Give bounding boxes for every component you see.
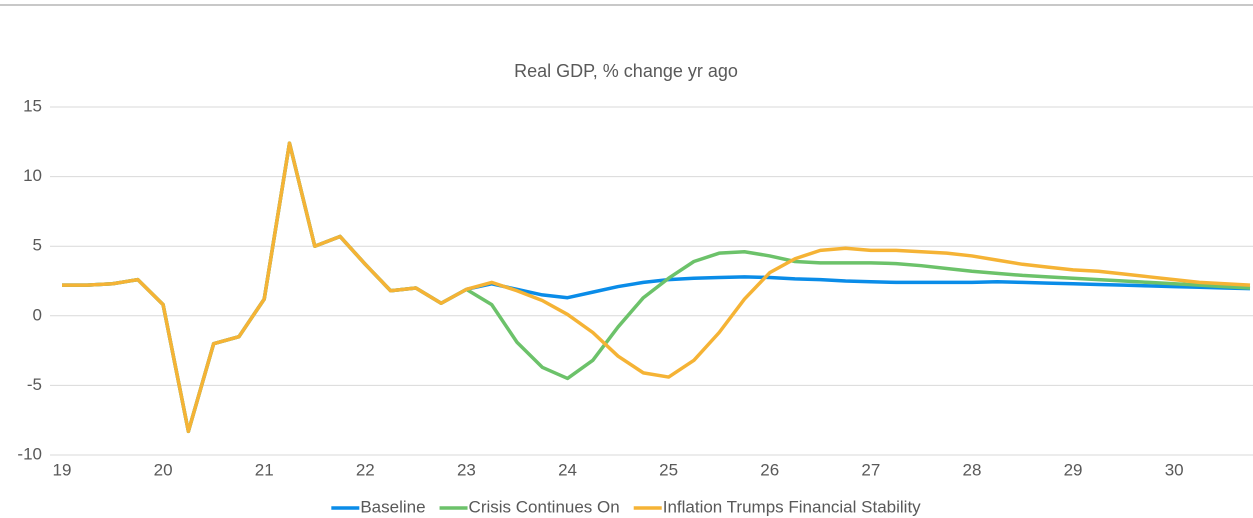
series-line (62, 141, 1251, 434)
x-tick-label: 19 (53, 460, 72, 479)
series-line (62, 141, 1251, 434)
y-tick-label: 15 (23, 96, 42, 115)
x-tick-label: 23 (457, 460, 476, 479)
x-tick-label: 24 (558, 460, 577, 479)
legend-label: Baseline (360, 497, 425, 516)
legend-label: Inflation Trumps Financial Stability (663, 497, 921, 516)
x-tick-label: 27 (861, 460, 880, 479)
y-tick-label: 0 (33, 305, 42, 324)
y-tick-label: -10 (17, 444, 42, 463)
x-tick-label: 25 (659, 460, 678, 479)
x-tick-label: 28 (962, 460, 981, 479)
y-tick-label: -5 (27, 375, 42, 394)
x-tick-label: 26 (760, 460, 779, 479)
x-tick-label: 21 (255, 460, 274, 479)
y-tick-label: 10 (23, 166, 42, 185)
x-tick-label: 30 (1165, 460, 1184, 479)
legend-label: Crisis Continues On (469, 497, 620, 516)
chart-title: Real GDP, % change yr ago (514, 61, 738, 81)
y-tick-label: 5 (33, 236, 42, 255)
x-tick-label: 29 (1064, 460, 1083, 479)
x-tick-label: 20 (154, 460, 173, 479)
x-tick-label: 22 (356, 460, 375, 479)
